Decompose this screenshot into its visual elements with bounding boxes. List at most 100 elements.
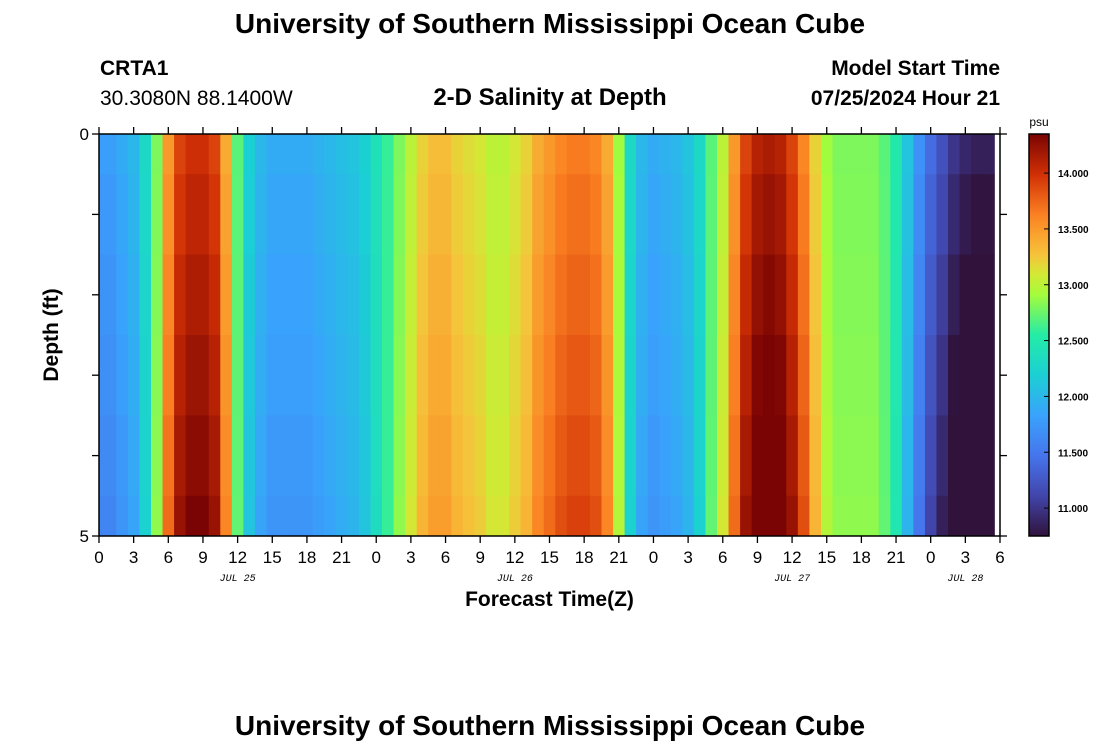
heatmap-cell (358, 134, 372, 175)
heatmap-cell (382, 495, 395, 537)
heatmap-cell (901, 495, 914, 537)
heatmap-cell (324, 415, 337, 497)
heatmap-cell (959, 134, 972, 175)
x-tick-label: 3 (406, 548, 415, 567)
heatmap-cell (150, 335, 164, 416)
heatmap-cell (844, 254, 857, 336)
heatmap-cell (220, 134, 233, 175)
heatmap-cell (358, 254, 372, 336)
heatmap-cell (924, 134, 938, 175)
heatmap-cell (670, 134, 683, 175)
heatmap-cell (867, 254, 880, 336)
heatmap-cell (797, 415, 810, 497)
heatmap-cell (763, 495, 776, 537)
heatmap-cell (254, 134, 268, 175)
heatmap-cell (335, 134, 348, 175)
heatmap-cell (890, 335, 903, 416)
heatmap-cell (613, 174, 626, 255)
heatmap-cell (936, 415, 949, 497)
heatmap-cell (890, 415, 903, 497)
heatmap-cell (832, 254, 845, 336)
heatmap-cell (670, 335, 683, 416)
heatmap-cell (693, 335, 707, 416)
footer-title: University of Southern Mississippi Ocean… (234, 710, 866, 741)
colorbar-tick-label: 11.500 (1058, 448, 1088, 459)
heatmap-cell (774, 254, 787, 336)
x-tick-label: 9 (198, 548, 207, 567)
heatmap-cell (820, 134, 834, 175)
heatmap-cell (99, 174, 106, 255)
heatmap-cell (844, 335, 857, 416)
heatmap-cell (786, 335, 799, 416)
heatmap-cell (797, 254, 810, 336)
heatmap-cell (647, 134, 660, 175)
heatmap-cell (566, 495, 579, 537)
heatmap-cell (728, 335, 741, 416)
heatmap-cell (855, 254, 868, 336)
heatmap-cell (243, 335, 256, 416)
heatmap-cell (116, 495, 129, 537)
heatmap-cell (439, 174, 452, 255)
heatmap-cell (809, 495, 822, 537)
heatmap-cell (99, 335, 106, 416)
heatmap-cell (231, 415, 244, 497)
heatmap-cell (705, 335, 718, 416)
heatmap-cell (844, 415, 857, 497)
heatmap-cell (647, 254, 660, 336)
x-tick-label: 3 (683, 548, 692, 567)
heatmap-cell (786, 254, 799, 336)
heatmap-cell (740, 254, 753, 336)
heatmap-cell (485, 174, 499, 255)
heatmap-cell (682, 254, 695, 336)
colorbar (1028, 133, 1050, 537)
heatmap-cell (971, 134, 984, 175)
heatmap-cell (913, 134, 926, 175)
station-coordinates: 30.3080N 88.1400W (100, 87, 293, 110)
heatmap-cell (127, 495, 141, 537)
colorbar-tick-label: 12.500 (1058, 337, 1089, 348)
heatmap-cell (174, 254, 187, 336)
heatmap-cell (162, 134, 175, 175)
heatmap-cell (948, 495, 961, 537)
heatmap-cell (878, 254, 891, 336)
heatmap-cell (693, 254, 707, 336)
y-axis: 05 (80, 125, 1007, 546)
heatmap-cell (601, 134, 614, 175)
heatmap-cell (601, 254, 614, 336)
heatmap-cell (243, 134, 256, 175)
heatmap-cell (971, 495, 984, 537)
heatmap-cell (566, 335, 579, 416)
heatmap-cell (116, 335, 129, 416)
heatmap-cell (289, 174, 302, 255)
model-start-label: Model Start Time (831, 57, 1000, 80)
heatmap-cell (509, 415, 522, 497)
heatmap-cell (867, 134, 880, 175)
heatmap-cell (532, 335, 545, 416)
heatmap-cell (243, 415, 256, 497)
heatmap-cell (774, 495, 787, 537)
heatmap-cell (462, 174, 476, 255)
colorbar-tick-label: 13.000 (1058, 281, 1089, 292)
heatmap-cell (971, 415, 984, 497)
heatmap-cell (347, 134, 360, 175)
heatmap-cell (324, 174, 337, 255)
heatmap-cell (763, 415, 776, 497)
heatmap-cell (751, 415, 764, 497)
heatmap-cell (393, 174, 406, 255)
heatmap-cell (428, 254, 441, 336)
x-tick-label: 15 (817, 548, 836, 567)
y-tick-label: 5 (80, 527, 89, 546)
heatmap-cell (428, 495, 441, 537)
heatmap-cell (405, 254, 418, 336)
heatmap-cell (901, 335, 914, 416)
date-label: JUL 26 (497, 574, 533, 585)
heatmap-cell (358, 335, 372, 416)
heatmap-cell (636, 495, 649, 537)
heatmap-cell (948, 254, 961, 336)
heatmap-cell (358, 495, 372, 537)
heatmap-cell (867, 495, 880, 537)
heatmap-cell (878, 415, 891, 497)
heatmap-cell (716, 335, 730, 416)
heatmap-cell (278, 254, 291, 336)
x-axis-label: Forecast Time(Z) (465, 588, 634, 611)
